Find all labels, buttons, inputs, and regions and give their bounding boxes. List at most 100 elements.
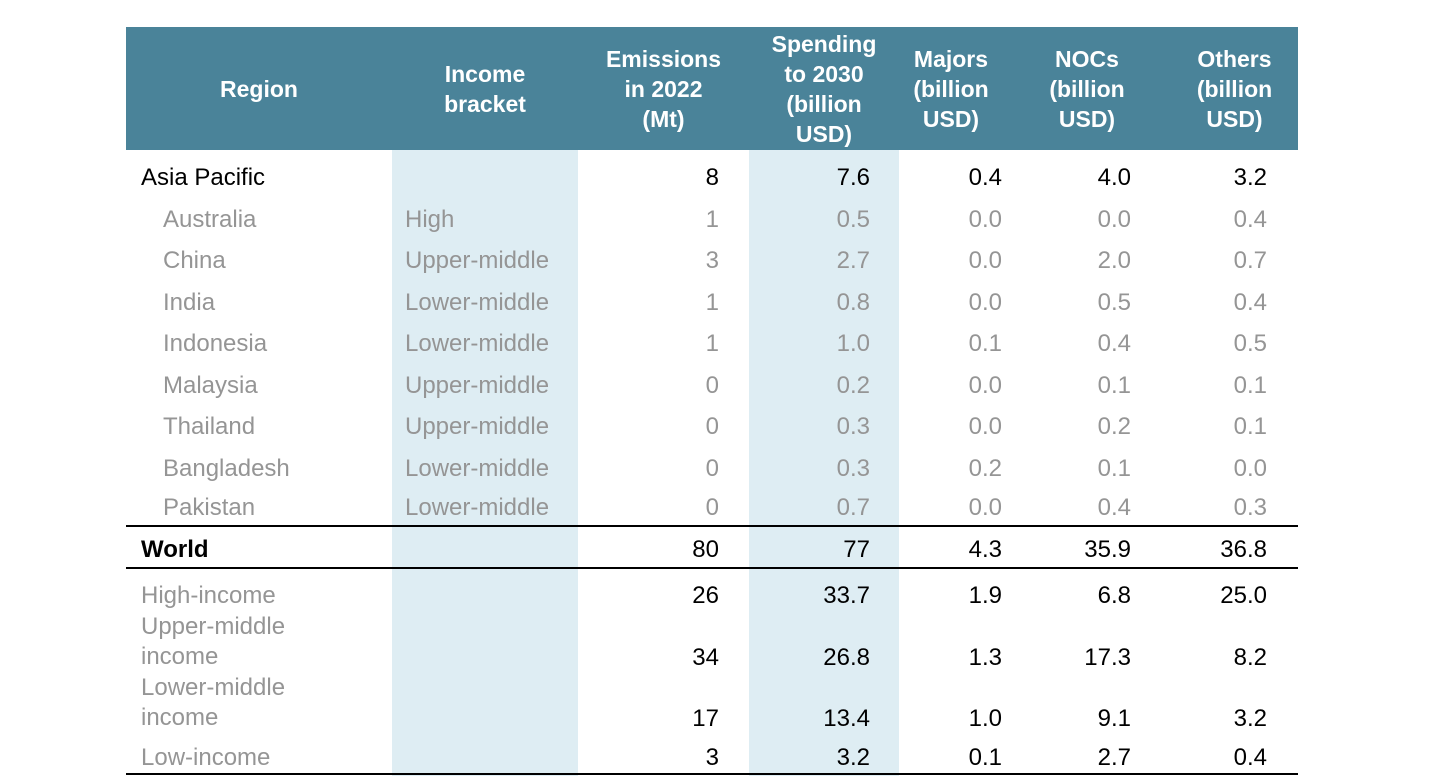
table-row-asia-pacific: Asia Pacific 8 7.6 0.4 4.0 3.2 [126,156,1298,200]
nocs-value: 6.8 [1097,582,1131,609]
emissions-value: 34 [692,644,719,671]
majors-value: 0.0 [968,413,1002,440]
nocs-value: 0.4 [1097,494,1131,521]
spending-value: 26.8 [823,644,870,671]
majors-value: 0.0 [968,288,1002,316]
others-value: 0.4 [1233,744,1267,771]
spending-value: 3.2 [836,744,870,771]
divider [126,525,1298,527]
country-label: Australia [163,205,257,233]
emissions-value: 0 [705,455,719,482]
emissions-value: 3 [705,744,719,771]
majors-value: 0.2 [968,455,1002,482]
country-label: Malaysia [163,371,258,399]
emissions-value: 1 [705,330,719,357]
majors-value: 1.9 [968,582,1002,609]
nocs-value: 0.2 [1097,413,1131,440]
table-row: High-income 26 33.7 1.9 6.8 25.0 [126,577,1298,615]
income-group-label: High-income [141,582,276,609]
header-income-bracket: Income bracket [444,60,526,117]
nocs-value: 0.0 [1097,205,1131,233]
bottom-rule [126,773,1298,775]
income-column-shading [392,150,578,776]
country-label: Thailand [163,413,256,440]
table-row: China Upper-middle 3 2.7 0.0 2.0 0.7 [126,240,1298,282]
table-row: Indonesia Lower-middle 1 1.0 0.1 0.4 0.5 [126,323,1298,365]
others-value: 0.7 [1233,247,1267,274]
spending-value: 0.5 [836,205,870,233]
spending-value: 77 [843,535,870,563]
nocs-value: 2.0 [1097,247,1131,274]
emissions-value: 17 [692,705,719,732]
table-row: Malaysia Upper-middle 0 0.2 0.0 0.1 0.1 [126,365,1298,406]
nocs-value: 4.0 [1097,164,1131,191]
others-value: 3.2 [1233,164,1267,191]
majors-value: 0.1 [968,744,1002,771]
others-value: 0.4 [1233,205,1267,233]
majors-value: 1.0 [968,705,1002,732]
income-group-label: Lower-middle income [141,674,286,731]
income-bracket: Lower-middle [405,455,550,482]
others-value: 0.4 [1233,288,1267,316]
nocs-value: 35.9 [1084,535,1131,563]
table-row: India Lower-middle 1 0.8 0.0 0.5 0.4 [126,282,1298,323]
spending-column-shading [749,150,899,776]
majors-value: 0.0 [968,247,1002,274]
spending-value: 7.6 [836,164,870,191]
emissions-value: 8 [705,164,719,191]
header-others: Others (billion USD) [1196,45,1273,132]
nocs-value: 0.1 [1097,371,1131,399]
spending-value: 0.3 [836,413,870,440]
table-row: Bangladesh Lower-middle 0 0.3 0.2 0.1 0.… [126,448,1298,490]
others-value: 3.2 [1233,705,1267,732]
spending-value: 1.0 [836,330,870,357]
others-value: 0.5 [1233,330,1267,357]
header-spending: Spending to 2030 (billion USD) [771,30,877,147]
others-value: 25.0 [1220,582,1267,609]
spending-value: 0.3 [836,455,870,482]
emissions-value: 26 [692,582,719,609]
table-header: Region Income bracket Emissions in 2022 … [126,27,1298,150]
others-value: 36.8 [1220,535,1267,563]
header-nocs: NOCs (billion USD) [1049,45,1125,132]
world-label: World [141,535,209,563]
others-value: 8.2 [1233,644,1267,671]
emissions-value: 0 [705,413,719,440]
majors-value: 0.0 [968,205,1002,233]
country-label: India [163,288,216,316]
emissions-value: 3 [705,247,719,274]
table-row: Thailand Upper-middle 0 0.3 0.0 0.2 0.1 [126,406,1298,448]
header-majors: Majors (billion USD) [913,45,989,132]
majors-value: 0.0 [968,494,1002,521]
income-bracket: Lower-middle [405,330,550,357]
table-row: Lower-middle income 17 13.4 1.0 9.1 3.2 [126,673,1298,733]
income-bracket: Upper-middle [405,247,550,274]
spending-value: 0.2 [836,371,870,399]
nocs-value: 2.7 [1097,744,1131,771]
income-bracket: Lower-middle [405,494,550,521]
header-region: Region [220,75,298,102]
others-value: 0.1 [1233,371,1267,399]
income-group-label: Low-income [141,744,271,771]
emissions-value: 0 [705,371,719,399]
region-label: Asia Pacific [141,164,266,191]
emissions-value: 80 [692,535,719,563]
spending-value: 33.7 [823,582,870,609]
country-label: Pakistan [163,494,256,521]
spending-value: 13.4 [823,705,870,732]
majors-value: 4.3 [968,535,1002,563]
majors-value: 0.4 [968,164,1002,191]
others-value: 0.0 [1233,455,1267,482]
spending-value: 0.8 [836,288,870,316]
others-value: 0.3 [1233,494,1267,521]
income-bracket: High [405,205,455,233]
emissions-value: 1 [705,205,719,233]
country-label: Indonesia [163,330,268,357]
nocs-value: 0.5 [1097,288,1131,316]
emissions-value: 0 [705,494,719,521]
country-label: China [163,247,226,274]
table-row: Upper-middle income 34 26.8 1.3 17.3 8.2 [126,612,1298,672]
table-row-world: World 80 77 4.3 35.9 36.8 [126,531,1298,568]
divider [126,567,1298,569]
income-bracket: Upper-middle [405,371,550,399]
